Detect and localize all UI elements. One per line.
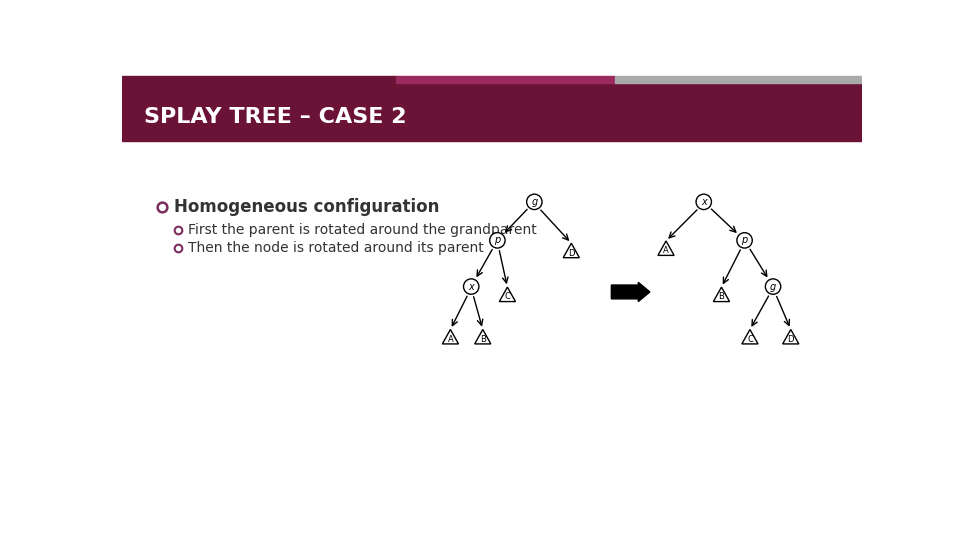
Circle shape bbox=[765, 279, 780, 294]
Text: D: D bbox=[787, 335, 794, 344]
Polygon shape bbox=[443, 329, 459, 344]
FancyArrow shape bbox=[612, 282, 650, 301]
Circle shape bbox=[527, 194, 542, 210]
Text: x: x bbox=[701, 197, 707, 207]
Bar bbox=[123, 76, 396, 83]
Text: Then the node is rotated around its parent: Then the node is rotated around its pare… bbox=[188, 241, 484, 255]
Circle shape bbox=[737, 233, 753, 248]
Text: C: C bbox=[747, 335, 753, 344]
Text: A: A bbox=[663, 246, 669, 255]
Text: p: p bbox=[494, 235, 500, 245]
Polygon shape bbox=[713, 287, 730, 301]
Bar bbox=[615, 76, 861, 83]
Circle shape bbox=[464, 279, 479, 294]
Text: SPLAY TREE – CASE 2: SPLAY TREE – CASE 2 bbox=[144, 107, 406, 127]
Text: C: C bbox=[504, 293, 511, 301]
Text: g: g bbox=[531, 197, 538, 207]
Polygon shape bbox=[742, 329, 758, 344]
Polygon shape bbox=[474, 329, 491, 344]
Text: B: B bbox=[480, 335, 486, 344]
Text: First the parent is rotated around the grandparent: First the parent is rotated around the g… bbox=[188, 224, 537, 238]
Bar bbox=[396, 76, 615, 83]
Circle shape bbox=[696, 194, 711, 210]
Text: D: D bbox=[568, 248, 574, 258]
Text: Homogeneous configuration: Homogeneous configuration bbox=[174, 198, 440, 216]
Polygon shape bbox=[782, 329, 799, 344]
Bar bbox=[123, 83, 861, 141]
Polygon shape bbox=[658, 241, 674, 255]
Polygon shape bbox=[564, 243, 580, 258]
Text: B: B bbox=[718, 293, 725, 301]
Circle shape bbox=[490, 233, 505, 248]
Text: p: p bbox=[741, 235, 748, 245]
Text: g: g bbox=[770, 281, 777, 292]
Text: A: A bbox=[447, 335, 453, 344]
Text: x: x bbox=[468, 281, 474, 292]
Polygon shape bbox=[499, 287, 516, 301]
